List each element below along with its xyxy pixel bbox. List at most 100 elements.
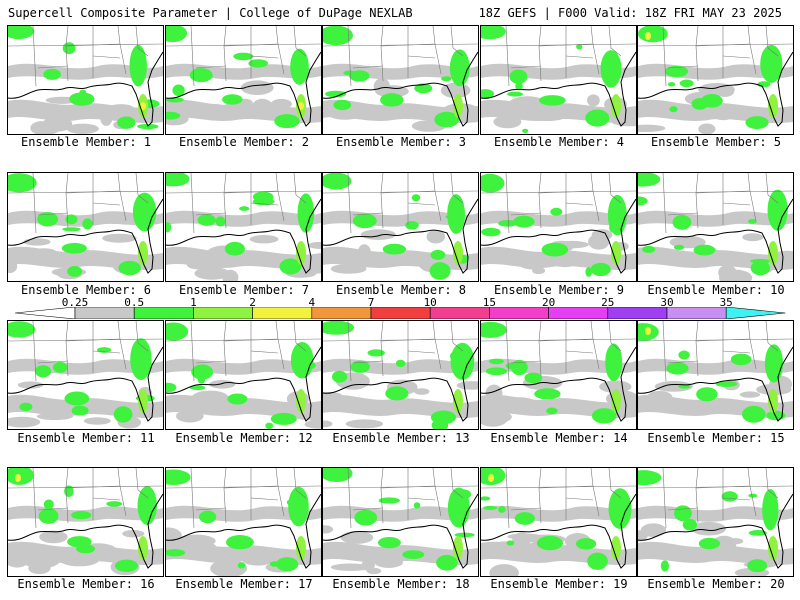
- scp-mid-contour: [290, 342, 314, 379]
- state-border: [92, 497, 121, 501]
- scp-mid-contour: [445, 214, 459, 219]
- ensemble-member-label: Ensemble Member: 7: [178, 283, 310, 297]
- state-border: [505, 321, 510, 382]
- scp-mid-contour: [82, 218, 93, 230]
- state-border: [190, 173, 195, 234]
- scp-low-contour: [456, 381, 478, 390]
- scp-mid-contour: [679, 79, 694, 88]
- scp-mid-contour: [215, 216, 226, 227]
- scp-low-contour: [176, 409, 204, 423]
- scp-mid-contour: [129, 44, 147, 87]
- scp-mid-contour: [233, 52, 254, 61]
- state-border: [352, 360, 384, 364]
- state-border: [195, 65, 227, 69]
- ensemble-member-map: [637, 172, 794, 282]
- state-border: [538, 485, 594, 489]
- scp-mid-contour: [71, 511, 92, 520]
- scp-mid-contour: [481, 227, 501, 237]
- scp-low-contour: [34, 404, 74, 412]
- coastline: [8, 346, 163, 422]
- scp-mid-contour: [447, 194, 465, 235]
- scp-mid-contour: [265, 422, 274, 429]
- scp-high-contour: [453, 536, 463, 560]
- state-border: [565, 55, 594, 59]
- state-border: [407, 350, 436, 354]
- ensemble-member-map: [322, 320, 479, 430]
- colorbar-tick-label: 1: [190, 296, 197, 309]
- state-border: [450, 468, 464, 499]
- scp-low-contour: [59, 553, 99, 567]
- scp-mid-contour: [538, 95, 566, 106]
- scp-low-contour: [638, 530, 648, 542]
- state-border: [608, 173, 622, 204]
- state-border: [608, 26, 622, 57]
- state-border: [538, 338, 594, 342]
- state-border: [293, 321, 307, 352]
- scp-mid-contour: [450, 350, 465, 362]
- state-border: [505, 468, 510, 529]
- scp-low-contour: [330, 263, 367, 274]
- ensemble-member-label: Ensemble Member: 4: [493, 135, 625, 149]
- state-border: [223, 190, 279, 194]
- state-border: [450, 173, 464, 204]
- scp-low-contour: [209, 403, 224, 415]
- state-border: [505, 173, 510, 234]
- state-border: [65, 338, 121, 342]
- scp-low-contour: [326, 105, 364, 120]
- state-border: [538, 190, 594, 194]
- state-border: [510, 65, 542, 69]
- scp-low-contour: [66, 123, 99, 134]
- state-border: [347, 468, 352, 529]
- scp-low-contour: [251, 98, 274, 116]
- state-border: [407, 55, 436, 59]
- scp-mid-contour: [745, 116, 769, 129]
- scp-mid-contour: [290, 48, 309, 85]
- colorbar-swatch: [193, 307, 253, 319]
- state-border: [565, 497, 594, 501]
- scp-low-contour: [739, 391, 761, 398]
- scp-mid-contour: [590, 262, 611, 277]
- scp-mid-contour: [506, 540, 515, 546]
- state-border: [505, 26, 510, 87]
- ensemble-member-label: Ensemble Member: 18: [332, 577, 470, 591]
- colorbar-swatch: [252, 307, 313, 319]
- scp-low-contour: [17, 381, 44, 389]
- state-border: [662, 26, 667, 87]
- scp-low-contour: [100, 109, 113, 126]
- scp-mid-contour: [698, 537, 721, 550]
- scp-mid-contour: [750, 259, 771, 264]
- coastline: [166, 346, 321, 422]
- scp-peak-contour: [488, 474, 494, 482]
- scp-mid-contour: [248, 59, 268, 68]
- scp-mid-contour: [672, 214, 692, 230]
- colorbar-tick-label: 15: [482, 296, 497, 309]
- scp-low-contour: [197, 535, 210, 543]
- ensemble-member-label: Ensemble Member: 1: [20, 135, 152, 149]
- scp-high-contour: [296, 241, 306, 265]
- scp-low-contour: [270, 98, 292, 110]
- scp-mid-contour: [748, 530, 767, 536]
- scp-mid-contour: [693, 244, 716, 256]
- scp-low-contour: [591, 229, 613, 241]
- ensemble-member-map: [7, 320, 164, 430]
- scp-high-contour: [296, 389, 306, 413]
- scp-mid-contour: [505, 362, 520, 370]
- scp-mid-contour: [748, 493, 758, 498]
- scp-mid-contour: [434, 111, 460, 128]
- scp-mid-contour: [106, 501, 123, 507]
- scp-mid-contour: [137, 486, 157, 525]
- scp-low-contour: [691, 521, 726, 536]
- scp-mid-contour: [431, 419, 449, 429]
- header-title: Supercell Composite Parameter | College …: [8, 6, 413, 20]
- scp-high-contour: [611, 94, 621, 118]
- scp-mid-contour: [65, 214, 78, 225]
- scp-mid-contour: [189, 385, 206, 391]
- scp-mid-contour: [38, 508, 59, 524]
- colorbar: [15, 307, 786, 319]
- scp-mid-contour: [224, 241, 245, 256]
- state-border: [135, 468, 149, 499]
- state-border: [667, 360, 699, 364]
- state-border: [352, 212, 384, 216]
- colorbar-tick-label: 0.25: [61, 296, 89, 309]
- colorbar-swatch: [607, 307, 668, 319]
